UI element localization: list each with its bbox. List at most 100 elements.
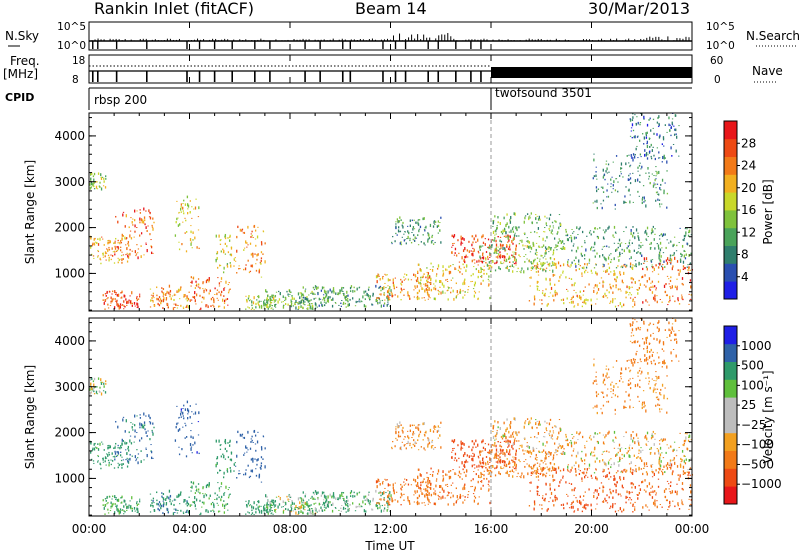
scatter-cell [335,292,336,294]
scatter-cell [616,248,617,250]
scatter-cell [412,433,413,435]
scatter-cell [126,442,127,444]
scatter-cell [554,452,555,453]
scatter-cell [403,482,404,483]
scatter-cell [90,246,91,248]
scatter-cell [586,236,587,237]
scatter-cell [247,306,248,307]
scatter-cell [637,167,638,169]
scatter-cell [306,503,307,506]
scatter-cell [505,231,506,234]
scatter-cell [376,504,377,506]
scatter-cell [324,495,325,498]
scatter-cell [177,512,178,513]
scatter-cell [606,164,607,165]
scatter-cell [513,254,514,255]
scatter-cell [438,425,439,427]
ytick-label: 4000 [54,129,85,143]
scatter-cell [176,423,177,425]
scatter-cell [480,272,481,273]
scatter-cell [185,437,186,439]
scatter-cell [636,252,637,254]
scatter-cell [303,491,304,493]
scatter-cell [488,444,489,446]
scatter-cell [583,295,584,296]
scatter-cell [496,465,497,466]
scatter-cell [594,250,595,252]
scatter-cell [464,259,465,261]
scatter-cell [452,235,453,237]
scatter-cell [571,237,572,240]
scatter-cell [317,512,318,513]
scatter-cell [163,296,164,297]
scatter-cell [245,296,246,297]
scatter-cell [514,457,515,458]
scatter-cell [152,295,153,297]
scatter-cell [425,277,426,279]
scatter-cell [454,267,455,270]
scatter-cell [424,217,425,220]
scatter-cell [531,222,532,224]
nsky-tick-top: 10^5 [57,21,86,33]
scatter-cell [311,498,312,499]
scatter-cell [248,503,249,505]
scatter-cell [90,238,91,239]
scatter-cell [452,440,453,442]
scatter-cell [255,306,256,308]
scatter-cell [249,307,250,308]
scatter-cell [567,235,568,236]
scatter-cell [557,436,558,438]
scatter-cell [481,270,482,272]
scatter-cell [311,513,312,515]
scatter-cell [387,495,388,498]
scatter-cell [198,229,199,230]
scatter-cell [501,241,502,243]
scatter-cell [106,458,107,459]
scatter-cell [491,465,492,466]
scatter-cell [438,495,439,496]
scatter-cell [111,464,112,465]
scatter-cell [641,166,642,169]
scatter-cell [132,224,133,225]
scatter-cell [633,130,634,131]
scatter-cell [467,454,468,456]
scatter-cell [684,250,685,252]
scatter-cell [646,153,647,156]
scatter-cell [190,200,191,202]
scatter-cell [203,291,204,293]
scatter-cell [103,462,104,463]
scatter-cell [216,440,217,443]
scatter-cell [409,443,410,445]
scatter-cell [116,451,117,452]
scatter-cell [582,255,583,257]
scatter-cell [448,492,449,494]
scatter-cell [235,462,236,463]
scatter-cell [152,300,153,301]
scatter-cell [179,289,180,291]
scatter-cell [238,268,239,269]
scatter-cell [146,230,147,232]
scatter-cell [387,509,388,512]
scatter-cell [319,298,320,301]
scatter-cell [382,276,383,277]
scatter-cell [644,149,645,152]
scatter-cell [305,289,306,290]
scatter-cell [217,472,218,474]
scatter-cell [253,514,254,515]
scatter-cell [538,432,539,435]
scatter-cell [531,212,532,214]
scatter-cell [272,500,273,503]
scatter-cell [398,226,399,228]
scatter-cell [657,194,658,195]
scatter-cell [145,243,146,244]
scatter-cell [259,305,260,308]
scatter-cell [199,287,200,289]
scatter-cell [637,171,638,172]
scatter-cell [596,190,597,192]
scatter-cell [286,291,287,293]
scatter-cell [482,458,483,461]
scatter-cell [172,501,173,502]
scatter-cell [227,503,228,505]
scatter-cell [202,502,203,504]
scatter-cell [307,512,308,514]
